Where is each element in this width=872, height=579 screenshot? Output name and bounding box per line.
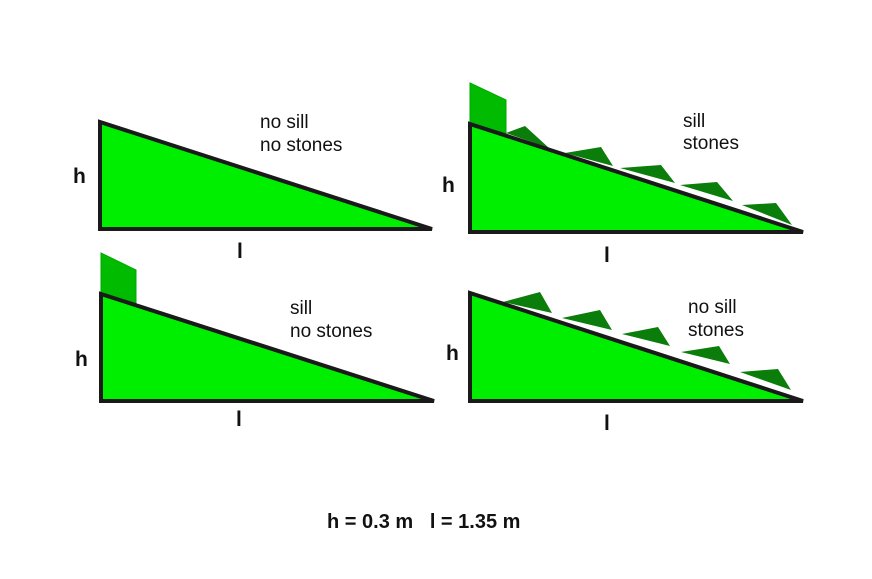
ramp-triangle [468, 121, 804, 234]
length-label: l [604, 244, 610, 267]
length-label: l [236, 408, 242, 431]
length-label: l [604, 412, 610, 435]
sill-block [100, 252, 137, 304]
height-label: h [446, 342, 459, 365]
panel-label-line1: no sill [688, 297, 737, 318]
height-label: h [73, 165, 86, 188]
height-label: h [442, 174, 455, 197]
panel-label-line1: sill [683, 111, 705, 132]
length-label: l [237, 240, 243, 263]
height-label: h [75, 348, 88, 371]
stone [562, 310, 612, 330]
stone [565, 147, 613, 166]
stone [740, 369, 791, 390]
stone [681, 346, 730, 364]
panel-sill-no-stones: sill no stones h l [75, 252, 435, 431]
ramp-triangle [98, 119, 433, 231]
stone [742, 203, 792, 225]
panel-label-line2: no stones [290, 321, 372, 342]
stone [506, 126, 549, 148]
panel-label-line2: no stones [260, 135, 342, 156]
panel-label-line2: stones [683, 133, 739, 154]
panel-no-sill-no-stones: no sill no stones h l [73, 112, 433, 263]
panel-label-line2: stones [688, 320, 744, 341]
dimensions-caption: h = 0.3 m l = 1.35 m [327, 511, 520, 533]
panel-label-line1: no sill [260, 112, 309, 133]
stone [620, 165, 675, 183]
ramp-triangle [99, 291, 435, 403]
panel-sill-stones: sill stones h l [442, 82, 804, 267]
panel-label-line1: sill [290, 298, 312, 319]
ramp-triangle [468, 290, 804, 403]
stone [503, 292, 552, 313]
panel-no-sill-stones: no sill stones h l [446, 290, 804, 435]
stone [680, 182, 733, 201]
stone [622, 327, 670, 346]
